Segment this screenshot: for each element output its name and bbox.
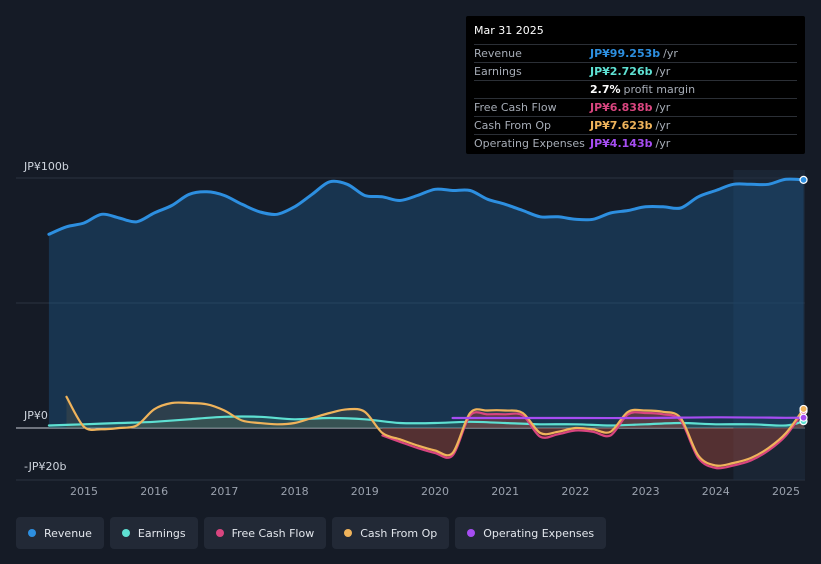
legend-label: Earnings <box>137 526 186 540</box>
tooltip-row-earnings: Earnings JP¥2.726b /yr <box>474 63 797 81</box>
x-tick-label: 2024 <box>702 485 730 498</box>
endpoint-revenue <box>799 175 808 184</box>
y-axis-labels: JP¥100b JP¥0 -JP¥20b <box>23 160 69 473</box>
tooltip-unit: profit margin <box>623 83 696 96</box>
tooltip-label: Operating Expenses <box>474 137 585 150</box>
x-tick-label: 2020 <box>421 485 449 498</box>
markers-layer <box>799 175 808 426</box>
tooltip-unit: /yr <box>655 119 671 132</box>
x-tick-label: 2025 <box>772 485 800 498</box>
x-tick-label: 2017 <box>210 485 238 498</box>
fills-layer <box>48 179 804 469</box>
line-revenue <box>47 177 806 236</box>
lines-layer <box>47 177 806 470</box>
x-tick-label: 2021 <box>491 485 519 498</box>
tooltip-unit: /yr <box>655 65 671 78</box>
tooltip-row-profit-margin: 2.7% profit margin <box>474 81 797 99</box>
x-axis-labels: 2015 2016 2017 2018 2019 2020 2021 2022 2023 2024… <box>70 485 800 498</box>
legend-dot-icon <box>344 529 353 537</box>
highlight-layer <box>733 170 805 480</box>
endpoint-cash-from-op <box>799 404 808 414</box>
tooltip-value-operating-expenses: JP¥4.143b <box>590 137 653 150</box>
area-cash-from-op <box>66 396 804 466</box>
legend-label: Revenue <box>44 526 92 540</box>
tooltip-value-earnings: JP¥2.726b <box>590 65 653 78</box>
forecast-highlight-band <box>733 170 805 480</box>
tooltip-row-revenue: Revenue JP¥99.253b /yr <box>474 45 797 63</box>
legend-item-revenue[interactable]: Revenue <box>16 517 104 549</box>
tooltip-row-free-cash-flow: Free Cash Flow JP¥6.838b /yr <box>474 99 797 117</box>
legend-item-earnings[interactable]: Earnings <box>109 517 198 549</box>
x-tick-label: 2016 <box>140 485 168 498</box>
tooltip-value-cash-from-op: JP¥7.623b <box>590 119 653 132</box>
tooltip-row-cash-from-op: Cash From Op JP¥7.623b /yr <box>474 117 797 135</box>
tooltip-label: Earnings <box>474 65 522 78</box>
tooltip-value-profit-margin: 2.7% <box>590 83 621 96</box>
legend-dot-icon <box>121 529 130 537</box>
x-tick-label: 2018 <box>281 485 309 498</box>
tooltip-unit: /yr <box>655 101 671 114</box>
line-free-cash-flow <box>381 409 805 470</box>
x-tick-label: 2023 <box>632 485 660 498</box>
tooltip-label <box>474 81 590 98</box>
x-tick-label: 2022 <box>561 485 589 498</box>
y-tick-label: JP¥0 <box>23 409 48 422</box>
legend-dot-icon <box>215 529 224 537</box>
legend-item-operating-expenses[interactable]: Operating Expenses <box>455 517 607 549</box>
line-earnings <box>47 415 805 427</box>
tooltip-label: Cash From Op <box>474 119 552 132</box>
tooltip-date: Mar 31 2025 <box>474 22 797 45</box>
legend-dot-icon <box>28 529 36 537</box>
tooltip-row-operating-expenses: Operating Expenses JP¥4.143b /yr <box>474 135 797 152</box>
legend-item-cash-from-op[interactable]: Cash From Op <box>332 517 450 549</box>
tooltip-unit: /yr <box>663 47 678 60</box>
chart-tooltip: Mar 31 2025 Revenue JP¥99.253b /yr Earni… <box>466 16 805 154</box>
chart-legend: Revenue Earnings Free Cash Flow Cash Fro… <box>16 517 607 549</box>
legend-label: Free Cash Flow <box>231 526 315 540</box>
y-tick-label: -JP¥20b <box>24 460 66 473</box>
area-revenue <box>48 179 804 428</box>
tooltip-unit: /yr <box>655 137 671 150</box>
legend-label: Operating Expenses <box>483 526 595 540</box>
grid-layer <box>16 177 805 481</box>
tooltip-value-free-cash-flow: JP¥6.838b <box>590 101 653 114</box>
x-tick-label: 2015 <box>70 485 98 498</box>
legend-label: Cash From Op <box>360 526 438 540</box>
tooltip-label: Revenue <box>474 47 522 60</box>
endpoint-operating-expenses <box>799 413 808 422</box>
line-operating-expenses <box>451 416 805 420</box>
tooltip-value-revenue: JP¥99.253b <box>590 47 661 60</box>
y-tick-label: JP¥100b <box>23 160 69 173</box>
legend-item-free-cash-flow[interactable]: Free Cash Flow <box>203 517 327 549</box>
tooltip-label: Free Cash Flow <box>474 101 557 114</box>
legend-dot-icon <box>467 529 476 537</box>
x-tick-label: 2019 <box>351 485 379 498</box>
